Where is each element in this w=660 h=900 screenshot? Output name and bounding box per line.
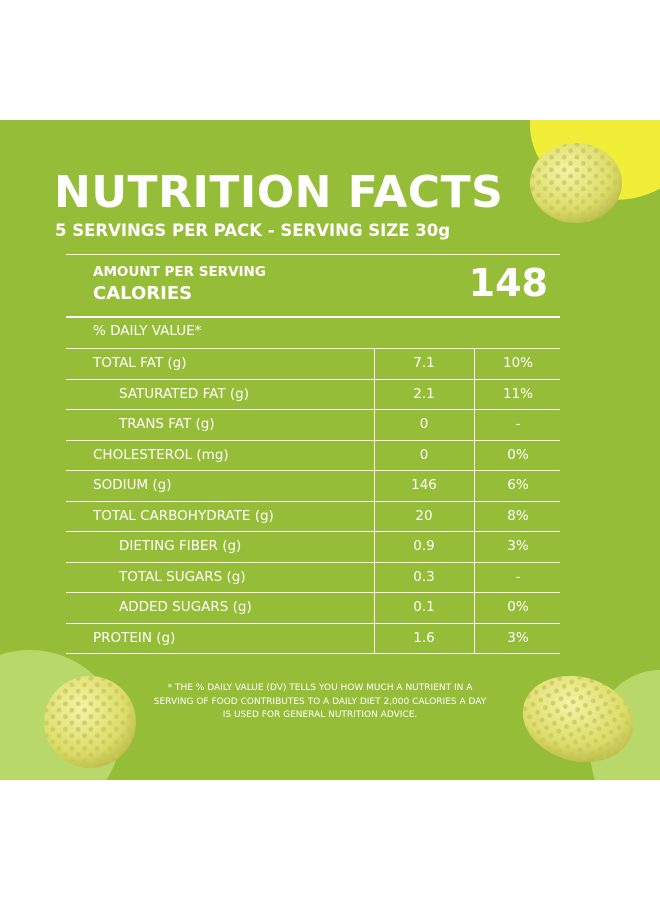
nutrient-name: PROTEIN (g) (93, 629, 176, 646)
nutrient-amount: 0.9 (413, 538, 435, 554)
divider (66, 378, 560, 380)
nutrient-daily-value: 11% (502, 385, 533, 402)
nutrient-name: CHOLESTEROL (mg) (93, 446, 229, 463)
amount-per-serving-label: AMOUNT PER SERVING (93, 264, 266, 280)
calories-label: CALORIES (93, 283, 193, 304)
table-row: TRANS FAT (g) 0 - (66, 409, 560, 439)
nutrient-amount: 0 (419, 446, 429, 463)
nutrient-name: SODIUM (g) (93, 477, 172, 493)
divider (66, 531, 560, 532)
table-row: TOTAL SUGARS (g) 0.3 - (66, 562, 560, 592)
divider (66, 348, 560, 349)
nutrient-amount: 20 (415, 507, 433, 524)
nutrient-daily-value: 10% (502, 355, 533, 371)
divider (66, 592, 560, 593)
divider (66, 316, 560, 318)
cereal-puff-icon (44, 676, 136, 768)
nutrient-daily-value: 8% (507, 507, 529, 524)
table-row: SODIUM (g) 146 6% (66, 470, 560, 500)
cereal-puff-icon (530, 143, 622, 223)
nutrient-name: TOTAL SUGARS (g) (119, 568, 246, 585)
nutrient-daily-value: 0% (507, 446, 529, 463)
nutrient-name: ADDED SUGARS (g) (119, 599, 252, 615)
nutrient-amount: 1.6 (413, 629, 435, 646)
table-row: PROTEIN (g) 1.6 3% (66, 623, 560, 653)
divider (66, 439, 560, 441)
daily-value-header: % DAILY VALUE* (93, 323, 202, 339)
nutrient-daily-value: 3% (507, 629, 529, 646)
divider (66, 470, 560, 471)
cereal-puff-icon (522, 675, 634, 763)
table-row: TOTAL CARBOHYDRATE (g) 20 8% (66, 501, 560, 531)
nutrient-amount: 7.1 (413, 355, 435, 371)
nutrient-daily-value: 3% (507, 538, 529, 554)
table-row: TOTAL FAT (g) 7.1 10% (66, 348, 560, 378)
divider (66, 409, 560, 410)
daily-value-footnote: * THE % DAILY VALUE (DV) TELLS YOU HOW M… (153, 683, 487, 720)
nutrient-amount: 0.1 (413, 599, 435, 615)
nutrient-name: TRANS FAT (g) (119, 416, 215, 432)
nutrient-name: TOTAL FAT (g) (93, 355, 187, 371)
divider (66, 500, 560, 502)
divider (66, 561, 560, 563)
divider (66, 622, 560, 624)
nutrient-daily-value: - (515, 568, 521, 585)
calories-value: 148 (468, 261, 548, 305)
table-row: DIETING FIBER (g) 0.9 3% (66, 531, 560, 561)
label-title: NUTRITION FACTS (54, 167, 504, 218)
nutrient-amount: 0.3 (413, 568, 435, 585)
nutrient-daily-value: 6% (507, 477, 529, 493)
divider (66, 254, 560, 255)
nutrient-amount: 0 (419, 416, 429, 432)
nutrition-panel: NUTRITION FACTS 5 SERVINGS PER PACK - SE… (0, 120, 660, 780)
nutrient-name: TOTAL CARBOHYDRATE (g) (93, 507, 274, 524)
nutrient-name: DIETING FIBER (g) (119, 538, 242, 554)
nutrient-name: SATURATED FAT (g) (119, 385, 249, 402)
nutrient-daily-value: 0% (507, 599, 529, 615)
nutrient-daily-value: - (515, 416, 521, 432)
table-row: CHOLESTEROL (mg) 0 0% (66, 440, 560, 470)
serving-info: 5 SERVINGS PER PACK - SERVING SIZE 30g (55, 221, 451, 240)
table-row: SATURATED FAT (g) 2.1 11% (66, 379, 560, 409)
nutrient-amount: 146 (411, 477, 437, 493)
table-row: ADDED SUGARS (g) 0.1 0% (66, 592, 560, 622)
divider (66, 653, 560, 654)
nutrient-amount: 2.1 (413, 385, 435, 402)
